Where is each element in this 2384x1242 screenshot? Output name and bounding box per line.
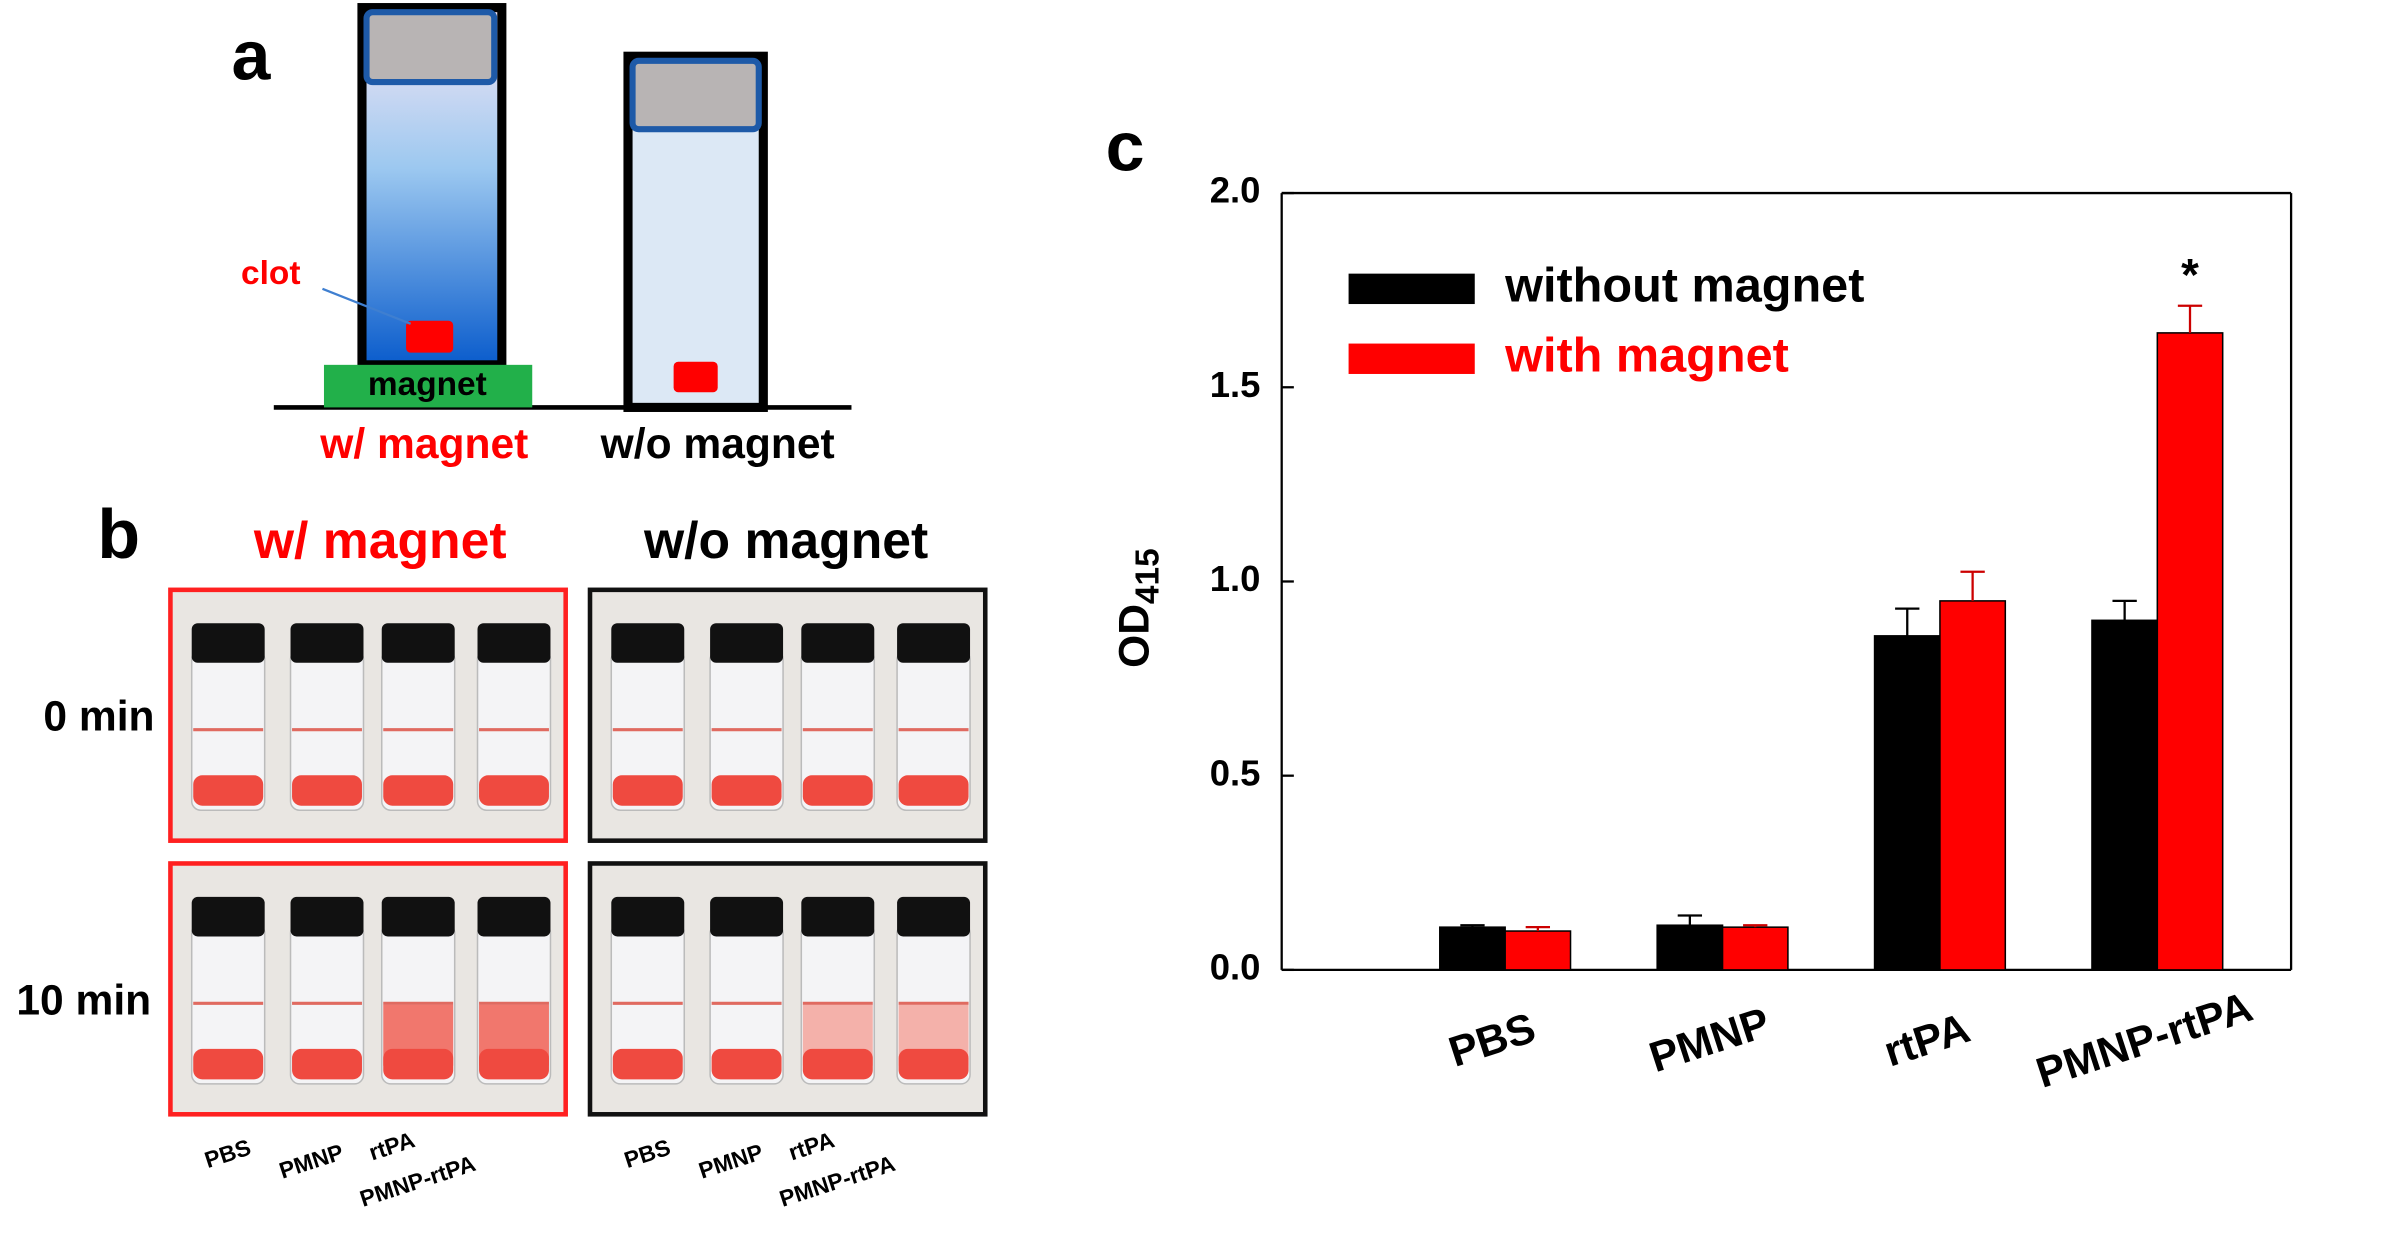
- error-bar: [1895, 607, 1920, 636]
- clot: [673, 361, 718, 393]
- error-bar: [2177, 304, 2203, 333]
- vial-cap: [897, 896, 971, 937]
- y-tick-label: 0.5: [1210, 752, 1261, 793]
- clot-sediment: [711, 775, 782, 806]
- vial-cap: [801, 896, 875, 937]
- bar: [2156, 332, 2224, 971]
- error-bar: [1960, 570, 1985, 601]
- clot-sediment: [479, 1048, 549, 1080]
- vial-cap: [290, 896, 364, 937]
- bar: [1939, 600, 2007, 971]
- vial-cap: [381, 896, 455, 937]
- bar: [1721, 926, 1789, 971]
- vial-cap: [801, 623, 875, 663]
- vial-cap: [710, 896, 784, 937]
- vial-cap: [710, 623, 784, 663]
- panel-b: b w/ magnet w/o magnet 0 min 10 min PBS P…: [16, 495, 988, 1212]
- vial-cap: [477, 623, 551, 663]
- clot-label: clot: [241, 255, 300, 292]
- clot-sediment: [612, 1048, 683, 1080]
- vial-cap: [477, 896, 551, 937]
- error-bar: [1743, 924, 1768, 928]
- clot-sediment: [383, 1048, 454, 1080]
- vial-label: PBS: [201, 1134, 254, 1173]
- clot-sediment: [898, 1048, 969, 1080]
- vial-cap: [191, 896, 265, 937]
- bar: [1504, 930, 1572, 971]
- y-axis-label-subscript: 415: [1129, 548, 1166, 604]
- legend-swatch: [1348, 343, 1475, 374]
- clot-sediment: [802, 1048, 873, 1080]
- clot-sediment: [292, 1048, 362, 1080]
- y-axis-label-text: OD: [1111, 604, 1159, 668]
- bar: [1656, 924, 1724, 971]
- error-bar: [1677, 914, 1703, 926]
- panel-label: a: [232, 16, 272, 94]
- error-bar: [1525, 926, 1551, 932]
- legend-label: with magnet: [1504, 329, 1789, 383]
- bar: [1439, 926, 1506, 971]
- clot-sediment: [292, 775, 362, 806]
- panel-c: c 0.0 0.5 1.0 1.5 2.0 OD415 PBS PMNP rtPA PMNP-rt…: [1106, 107, 2293, 1098]
- vial-cap: [290, 623, 364, 663]
- pointer: [322, 287, 412, 325]
- clot-sediment: [612, 775, 683, 806]
- vial-cap: [611, 896, 685, 937]
- clot-sediment: [383, 775, 454, 806]
- clot-sediment: [193, 1048, 264, 1080]
- panel-label: b: [97, 495, 140, 573]
- condition-label: w/o magnet: [600, 420, 835, 468]
- cap: [629, 57, 762, 133]
- y-axis-label: OD415: [1111, 548, 1167, 668]
- clot-sediment: [193, 775, 264, 806]
- clot-sediment: [802, 775, 873, 806]
- y-tick-label: 1.5: [1210, 364, 1261, 405]
- clot: [406, 320, 454, 353]
- panel-label: c: [1106, 107, 1145, 185]
- vial-cap: [381, 623, 455, 663]
- x-tick-label: PMNP: [1644, 998, 1776, 1082]
- vial-label: PBS: [621, 1134, 674, 1173]
- cap: [363, 9, 498, 86]
- vial-label: rtPA: [785, 1126, 837, 1165]
- photo: [168, 861, 568, 1117]
- clot-sediment: [711, 1048, 782, 1080]
- magnet-label: magnet: [368, 366, 487, 403]
- vial-label: PMNP: [276, 1139, 347, 1184]
- column-label: w/ magnet: [253, 511, 507, 569]
- y-tick-label: 2.0: [1210, 170, 1261, 211]
- x-tick-label: PMNP-rtPA: [2030, 983, 2258, 1098]
- y-tick-label: 0.0: [1210, 947, 1261, 988]
- vial-cap: [191, 623, 265, 663]
- vial-cap: [611, 623, 685, 663]
- bar: [2091, 619, 2159, 971]
- error-bar: [2112, 599, 2137, 621]
- error-bar: [1460, 924, 1485, 928]
- clot-sediment: [898, 775, 969, 806]
- row-label: 10 min: [16, 977, 151, 1025]
- magnet: [323, 364, 533, 408]
- photo: [168, 587, 568, 843]
- bar: [1873, 635, 1941, 971]
- row-label: 0 min: [43, 692, 154, 740]
- column-label: w/o magnet: [643, 511, 928, 569]
- x-tick-label: rtPA: [1878, 1004, 1975, 1076]
- y-tick-label: 1.0: [1210, 558, 1261, 599]
- vial-cap: [897, 623, 971, 663]
- legend-swatch: [1348, 273, 1475, 305]
- vial-label: rtPA: [366, 1126, 418, 1165]
- vial-label: PMNP: [695, 1139, 766, 1184]
- clot-sediment: [479, 775, 549, 806]
- photo: [587, 587, 988, 843]
- photo: [587, 861, 988, 1117]
- x-tick-label: PBS: [1443, 1004, 1541, 1077]
- panel-a: a magnet clot w/ magnet w/o magnet: [232, 3, 852, 468]
- condition-label: w/ magnet: [319, 420, 528, 468]
- legend-label: without magnet: [1504, 259, 1864, 313]
- significance-mark: *: [2181, 249, 2199, 300]
